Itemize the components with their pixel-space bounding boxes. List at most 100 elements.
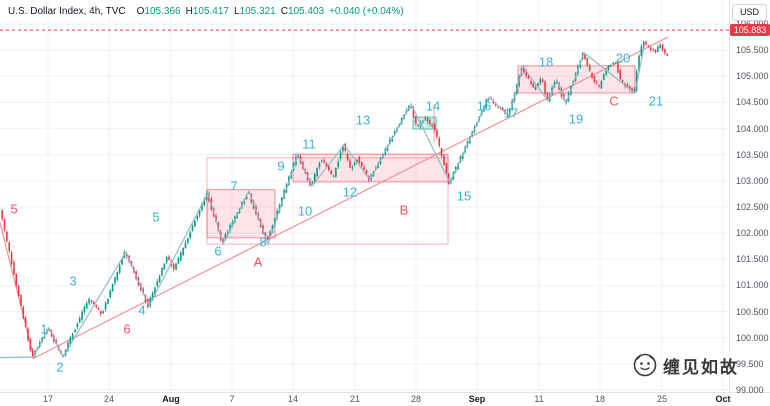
candle — [527, 75, 530, 79]
candle — [27, 328, 29, 341]
candle — [269, 231, 271, 239]
candle — [6, 231, 8, 242]
candle — [3, 219, 6, 231]
candle — [182, 247, 184, 256]
time-axis-label: Aug — [162, 394, 180, 404]
close-label: C — [280, 6, 288, 17]
candle — [107, 298, 109, 304]
low-label: L — [233, 6, 240, 17]
candle — [93, 302, 95, 305]
candle — [649, 47, 652, 50]
candle — [530, 81, 532, 84]
candle — [95, 305, 97, 307]
wave-label-20: 20 — [615, 50, 631, 66]
candle — [172, 264, 175, 270]
candle — [90, 300, 93, 302]
price-axis-label: 100.000 — [736, 332, 769, 343]
candle — [638, 55, 640, 72]
candle — [161, 267, 163, 276]
candle — [313, 173, 316, 182]
price-axis-label: 104.500 — [736, 97, 769, 108]
price-axis-label: 103.500 — [736, 149, 769, 160]
candle — [365, 170, 368, 176]
low-value: 105.321 — [239, 6, 276, 17]
box-waves-18-19 — [517, 65, 636, 94]
candle — [325, 163, 328, 168]
candle — [645, 41, 647, 45]
symbol-title[interactable]: U.S. Dollar Index, 4h, TVC — [8, 6, 126, 17]
candle — [626, 84, 629, 87]
candle — [619, 69, 622, 80]
candle — [661, 44, 664, 51]
wave-label-c: C — [609, 93, 619, 109]
candle — [24, 317, 27, 328]
candle — [602, 74, 605, 80]
wave-label-14: 14 — [425, 98, 441, 114]
time-axis-label: 7 — [229, 394, 235, 404]
candle — [100, 311, 102, 315]
candle — [628, 86, 631, 90]
candle — [642, 41, 645, 49]
candle — [163, 263, 166, 270]
wave-label-8: 8 — [259, 234, 267, 250]
candle — [591, 73, 593, 79]
candle — [534, 87, 537, 91]
time-axis-label: Oct — [715, 394, 731, 404]
candle — [555, 81, 558, 84]
candle — [311, 182, 314, 184]
price-axis-label: 101.500 — [736, 254, 769, 265]
candle — [116, 271, 119, 281]
wave-label-15: 15 — [456, 188, 472, 204]
wave-label-b: B — [399, 202, 409, 218]
price-axis-label: 103.000 — [736, 175, 769, 186]
candle — [318, 163, 321, 168]
candle — [48, 329, 50, 331]
candle — [443, 155, 445, 165]
candle — [15, 273, 18, 286]
price-axis-label: 106.000 — [736, 19, 769, 29]
time-axis-label: 11 — [534, 394, 544, 404]
candle — [175, 263, 177, 270]
open-value: 105.366 — [144, 6, 181, 17]
box-ab-outline — [206, 157, 449, 245]
watermark-text: 缠见如故 — [663, 357, 739, 377]
watermark-logo-icon — [633, 353, 657, 377]
candle — [584, 54, 586, 60]
time-axis-label: 21 — [349, 394, 361, 404]
candle — [332, 175, 335, 177]
price-level-tag: 105.883 — [730, 24, 770, 37]
candle — [191, 226, 194, 231]
candle — [74, 329, 76, 333]
candle — [114, 277, 116, 284]
wave-label-5: 5 — [10, 201, 18, 217]
candle — [652, 49, 654, 51]
wave-label-4: 4 — [138, 302, 146, 318]
price-axis-label: 105.000 — [736, 71, 769, 82]
currency-button[interactable]: USD — [732, 4, 767, 21]
candle — [179, 252, 182, 261]
wave-label-6: 6 — [214, 243, 222, 259]
candle — [349, 160, 351, 168]
candle — [29, 339, 32, 350]
candle — [154, 287, 156, 295]
candle — [595, 82, 598, 84]
candle — [445, 163, 448, 173]
wave-label-5: 5 — [152, 209, 160, 225]
candle — [104, 302, 107, 310]
candle — [10, 252, 13, 264]
candle — [412, 107, 415, 118]
candle — [17, 286, 20, 296]
candle — [433, 124, 436, 130]
candle — [177, 257, 180, 264]
price-axis-label: 105.500 — [736, 45, 769, 56]
candle — [330, 170, 332, 174]
chart-line — [0, 222, 35, 359]
wave-label-12: 12 — [342, 184, 358, 200]
candle — [654, 49, 657, 53]
candle — [248, 193, 250, 194]
candle — [266, 236, 269, 239]
watermark: 缠见如故 — [632, 352, 739, 378]
candle — [586, 57, 589, 66]
candle — [149, 298, 152, 306]
